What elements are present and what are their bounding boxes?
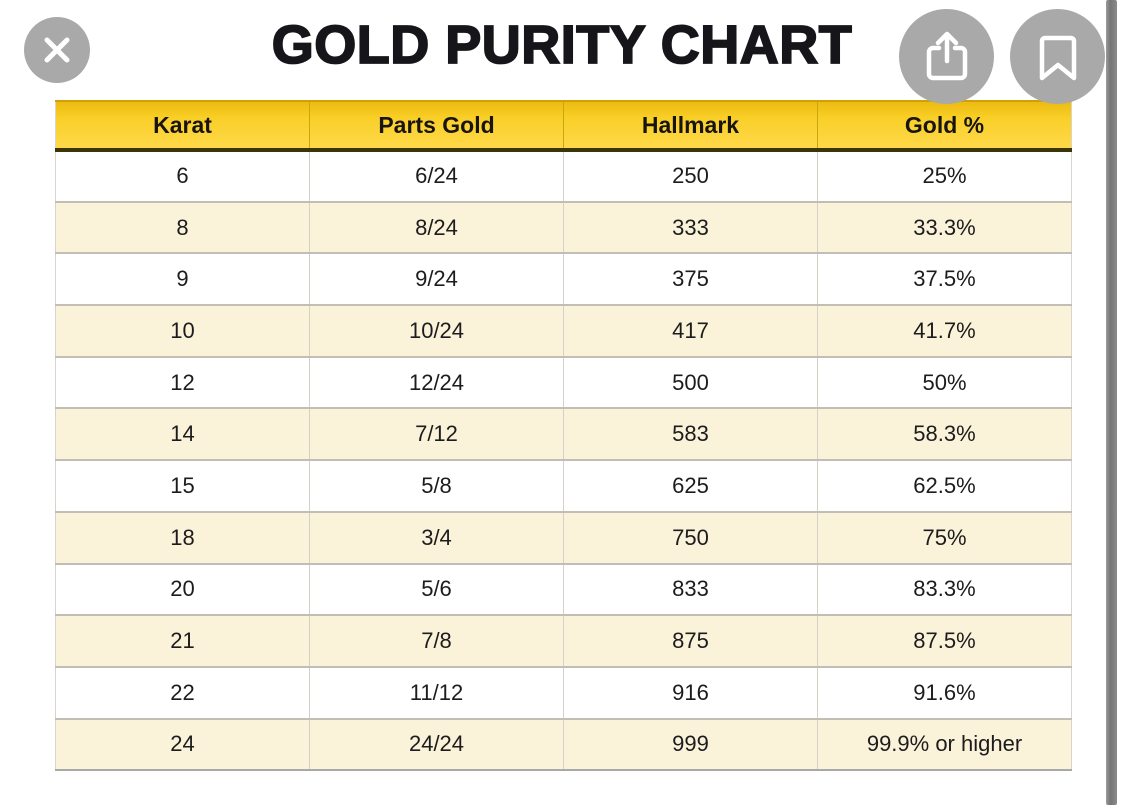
gold-purity-table-container: Karat Parts Gold Hallmark Gold % 6 6/24 250 25… [55, 100, 1072, 772]
bookmark-button[interactable] [1010, 9, 1105, 104]
table-cell: 5/6 [309, 562, 564, 616]
column-header: Hallmark [563, 100, 818, 152]
table-cell: 5/8 [309, 459, 564, 512]
table-cell: 999 [563, 717, 818, 771]
table-cell: 99.9% or higher [817, 717, 1072, 771]
table-cell: 6 [55, 150, 310, 202]
table-cell: 625 [563, 459, 818, 512]
table-cell: 14 [55, 407, 310, 461]
table-row: 21 7/8 875 87.5% [55, 614, 1072, 667]
table-cell: 22 [55, 665, 310, 719]
table-row: 8 8/24 333 33.3% [55, 200, 1072, 254]
table-cell: 750 [563, 510, 818, 564]
table-cell: 15 [55, 459, 310, 512]
table-row: 22 11/12 916 91.6% [55, 665, 1072, 719]
table-row: 24 24/24 999 99.9% or higher [55, 717, 1072, 771]
table-cell: 333 [563, 200, 818, 254]
table-row: 15 5/8 625 62.5% [55, 459, 1072, 512]
table-row: 6 6/24 250 25% [55, 150, 1072, 202]
table-row: 10 10/24 417 41.7% [55, 304, 1072, 357]
close-icon [39, 32, 75, 68]
table-cell: 20 [55, 562, 310, 616]
table-cell: 87.5% [817, 614, 1072, 667]
bookmark-icon [1032, 29, 1084, 85]
table-cell: 3/4 [309, 510, 564, 564]
table-cell: 91.6% [817, 665, 1072, 719]
table-cell: 58.3% [817, 407, 1072, 461]
table-cell: 24/24 [309, 717, 564, 771]
table-cell: 62.5% [817, 459, 1072, 512]
table-cell: 7/12 [309, 407, 564, 461]
table-row: 9 9/24 375 37.5% [55, 252, 1072, 306]
table-cell: 12/24 [309, 355, 564, 409]
table-cell: 417 [563, 304, 818, 357]
table-cell: 9/24 [309, 252, 564, 306]
table-body: 6 6/24 250 25% 8 8/24 333 33.3% 9 9/24 375 37.5% 10 1… [55, 150, 1072, 771]
table-cell: 18 [55, 510, 310, 564]
gold-purity-table: Karat Parts Gold Hallmark Gold % 6 6/24 250 25… [55, 100, 1072, 772]
table-cell: 833 [563, 562, 818, 616]
table-cell: 583 [563, 407, 818, 461]
table-cell: 375 [563, 252, 818, 306]
table-row: 12 12/24 500 50% [55, 355, 1072, 409]
table-cell: 25% [817, 150, 1072, 202]
table-cell: 11/12 [309, 665, 564, 719]
column-header: Karat [55, 100, 310, 152]
right-edge-scrollbar[interactable] [1106, 0, 1117, 805]
table-cell: 24 [55, 717, 310, 771]
table-cell: 7/8 [309, 614, 564, 667]
table-cell: 916 [563, 665, 818, 719]
close-button[interactable] [24, 17, 90, 83]
table-cell: 8/24 [309, 200, 564, 254]
table-row: 18 3/4 750 75% [55, 510, 1072, 564]
table-cell: 9 [55, 252, 310, 306]
table-header-row: Karat Parts Gold Hallmark Gold % [55, 100, 1072, 152]
table-row: 14 7/12 583 58.3% [55, 407, 1072, 461]
table-cell: 50% [817, 355, 1072, 409]
page-title: GOLD PURITY CHART [271, 14, 853, 76]
table-cell: 6/24 [309, 150, 564, 202]
table-cell: 10 [55, 304, 310, 357]
column-header: Parts Gold [309, 100, 564, 152]
column-header: Gold % [817, 100, 1072, 152]
table-cell: 500 [563, 355, 818, 409]
share-button[interactable] [899, 9, 994, 104]
table-cell: 10/24 [309, 304, 564, 357]
table-cell: 21 [55, 614, 310, 667]
table-cell: 37.5% [817, 252, 1072, 306]
table-cell: 41.7% [817, 304, 1072, 357]
table-cell: 33.3% [817, 200, 1072, 254]
table-row: 20 5/6 833 83.3% [55, 562, 1072, 616]
table-cell: 83.3% [817, 562, 1072, 616]
table-cell: 875 [563, 614, 818, 667]
header-row: Karat Parts Gold Hallmark Gold % [55, 100, 1072, 152]
table-cell: 8 [55, 200, 310, 254]
table-cell: 250 [563, 150, 818, 202]
share-icon [920, 28, 974, 86]
table-cell: 12 [55, 355, 310, 409]
table-cell: 75% [817, 510, 1072, 564]
